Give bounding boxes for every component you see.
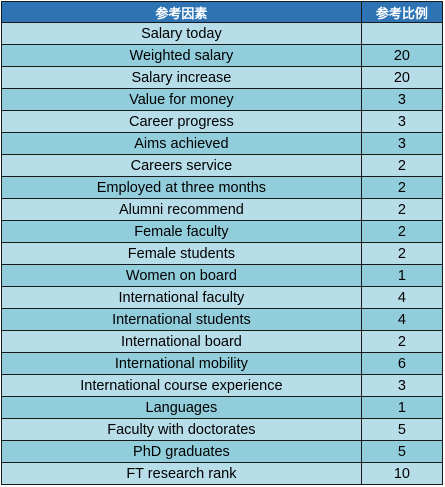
table-row: International faculty 4 [1, 286, 444, 309]
factor-cell: Faculty with doctorates [1, 418, 362, 441]
factor-cell: International faculty [1, 286, 362, 309]
weight-cell: 4 [360, 308, 444, 331]
weight-column-header: 参考比例 [360, 1, 444, 23]
table-row: International mobility 6 [1, 352, 444, 375]
weight-cell: 2 [360, 176, 444, 199]
factor-cell: FT research rank [1, 462, 362, 485]
table-row: Alumni recommend 2 [1, 198, 444, 221]
factor-cell: PhD graduates [1, 440, 362, 463]
weight-cell: 3 [360, 110, 444, 133]
weight-cell: 1 [360, 264, 444, 287]
weight-cell: 2 [360, 154, 444, 177]
weight-cell: 2 [360, 220, 444, 243]
weight-cell: 2 [360, 198, 444, 221]
factor-cell: Female faculty [1, 220, 362, 243]
weight-cell: 10 [360, 462, 444, 485]
weight-cell: 3 [360, 132, 444, 155]
factor-cell: International board [1, 330, 362, 353]
weight-cell: 20 [360, 44, 444, 67]
weight-cell: 2 [360, 242, 444, 265]
table-row: Female faculty 2 [1, 220, 444, 243]
table-row: International students 4 [1, 308, 444, 331]
factor-cell: Alumni recommend [1, 198, 362, 221]
weight-cell: 20 [360, 66, 444, 89]
factor-cell: Career progress [1, 110, 362, 133]
factor-cell: International mobility [1, 352, 362, 375]
table-row: Female students 2 [1, 242, 444, 265]
factor-cell: International students [1, 308, 362, 331]
factor-cell: Salary today [1, 22, 362, 45]
factor-cell: Languages [1, 396, 362, 419]
weight-cell: 1 [360, 396, 444, 419]
table-row: Languages 1 [1, 396, 444, 419]
table-row: Careers service 2 [1, 154, 444, 177]
table-row: Salary increase 20 [1, 66, 444, 89]
table-row: Weighted salary 20 [1, 44, 444, 67]
weight-cell: 3 [360, 88, 444, 111]
table-row: Employed at three months 2 [1, 176, 444, 199]
table-row: Career progress 3 [1, 110, 444, 133]
weight-cell: 5 [360, 418, 444, 441]
weight-cell: 4 [360, 286, 444, 309]
factor-cell: Weighted salary [1, 44, 362, 67]
table-row: International board 2 [1, 330, 444, 353]
table-row: International course experience 3 [1, 374, 444, 397]
factor-cell: Careers service [1, 154, 362, 177]
factor-cell: Salary increase [1, 66, 362, 89]
table-row: FT research rank 10 [1, 462, 444, 485]
weight-cell: 6 [360, 352, 444, 375]
table-row: Value for money 3 [1, 88, 444, 111]
factor-cell: Employed at three months [1, 176, 362, 199]
table-row: PhD graduates 5 [1, 440, 444, 463]
table-row: Salary today [1, 22, 444, 45]
table-row: Women on board 1 [1, 264, 444, 287]
weight-cell: 2 [360, 330, 444, 353]
weight-cell: 5 [360, 440, 444, 463]
weight-cell [360, 22, 444, 45]
weight-cell: 3 [360, 374, 444, 397]
factor-cell: Value for money [1, 88, 362, 111]
table-body: Salary today Weighted salary 20 Salary in… [1, 22, 444, 485]
factor-cell: Women on board [1, 264, 362, 287]
factor-cell: International course experience [1, 374, 362, 397]
table-header-row: 参考因素 参考比例 [1, 1, 444, 23]
table-row: Faculty with doctorates 5 [1, 418, 444, 441]
table-row: Aims achieved 3 [1, 132, 444, 155]
factor-cell: Aims achieved [1, 132, 362, 155]
factor-cell: Female students [1, 242, 362, 265]
factor-column-header: 参考因素 [1, 1, 362, 23]
